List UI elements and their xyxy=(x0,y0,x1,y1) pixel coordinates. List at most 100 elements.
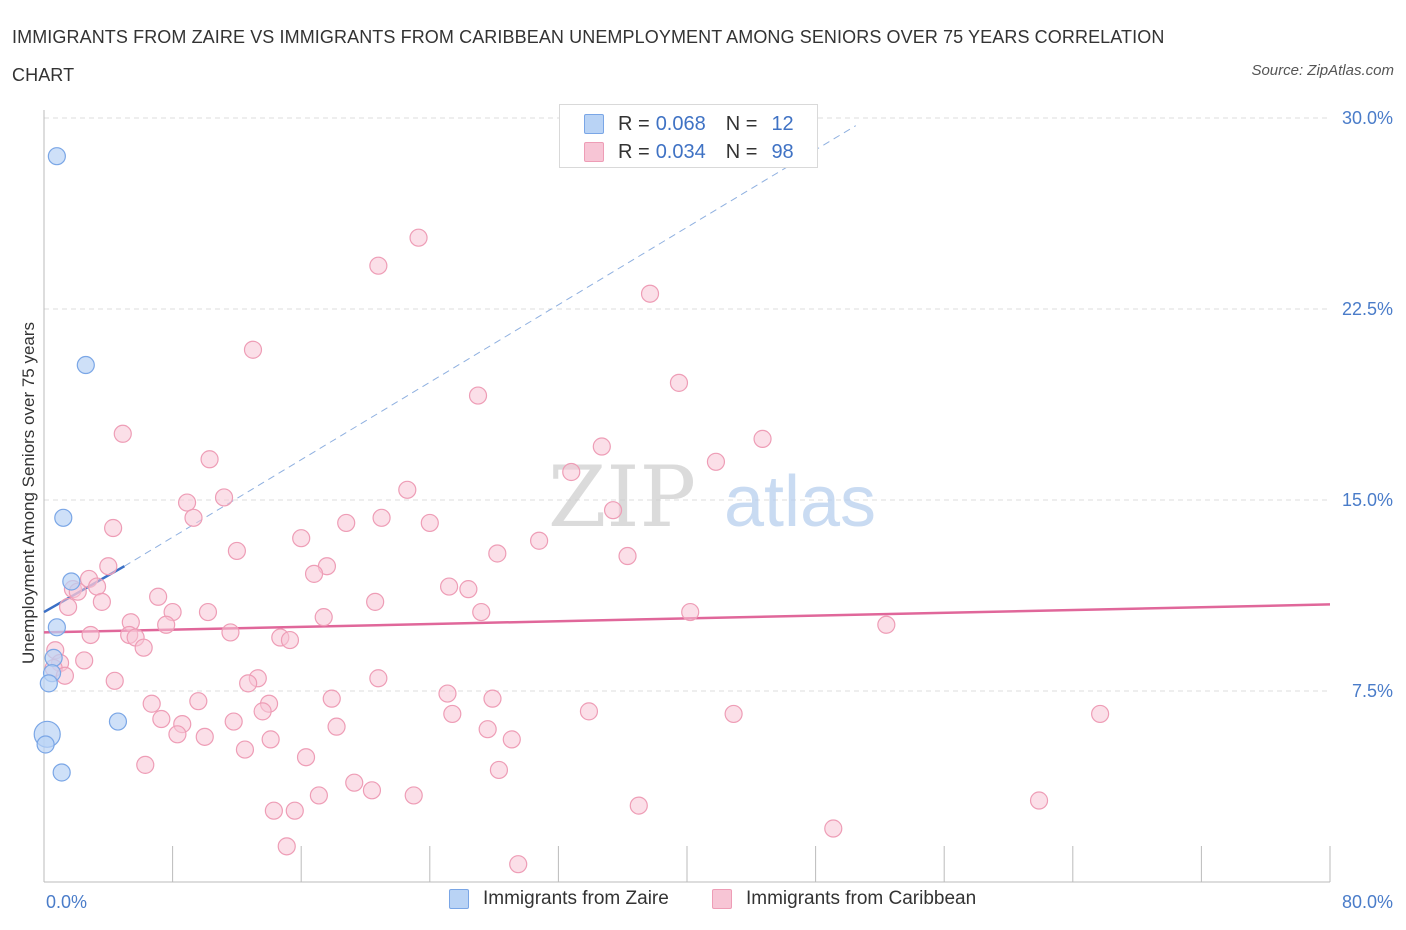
r-value: 0.068 xyxy=(655,112,706,135)
legend-item-caribbean[interactable]: Immigrants from Caribbean xyxy=(712,888,976,910)
caribbean-point xyxy=(221,623,240,642)
caribbean-point xyxy=(136,755,155,774)
caribbean-points xyxy=(44,228,1110,874)
caribbean-point xyxy=(142,694,161,713)
y-axis-title: Unemployment Among Seniors over 75 years xyxy=(19,322,38,664)
caribbean-point xyxy=(459,580,478,599)
caribbean-point xyxy=(113,424,132,443)
n-label: N = xyxy=(725,140,758,163)
caribbean-point xyxy=(309,786,328,805)
caribbean-point xyxy=(345,773,364,792)
zaire-point xyxy=(39,674,58,693)
caribbean-point xyxy=(362,781,382,800)
n-label: N = xyxy=(725,112,758,135)
caribbean-point xyxy=(195,727,214,746)
caribbean-point xyxy=(198,602,218,622)
caribbean-point xyxy=(369,256,388,275)
caribbean-point xyxy=(280,630,300,650)
caribbean-point xyxy=(239,674,258,693)
legend-item-zaire[interactable]: Immigrants from Zaire xyxy=(449,888,669,910)
chart-title: IMMIGRANTS FROM ZAIRE VS IMMIGRANTS FROM… xyxy=(12,27,1165,85)
correlation-legend: R = 0.068 N = 12 R = 0.034 N = 98 xyxy=(559,104,818,168)
caribbean-point xyxy=(409,228,428,247)
caribbean-point xyxy=(243,340,263,359)
y-tick-label: 30.0% xyxy=(1342,108,1393,128)
caribbean-point xyxy=(277,837,296,856)
zaire-point xyxy=(36,735,55,754)
caribbean-point xyxy=(264,801,283,820)
caribbean-point xyxy=(337,513,356,533)
x-tick-label: 0.0% xyxy=(46,892,87,912)
caribbean-point xyxy=(438,684,457,703)
caribbean-point xyxy=(618,546,637,566)
caribbean-point xyxy=(189,692,208,711)
caribbean-point xyxy=(439,577,459,596)
zaire-point xyxy=(47,618,66,637)
caribbean-point xyxy=(592,437,611,456)
caribbean-point xyxy=(753,429,772,448)
legend-row-caribbean: R = 0.034 N = 98 xyxy=(584,139,794,165)
caribbean-point xyxy=(420,513,439,533)
caribbean-point xyxy=(184,508,203,527)
caribbean-point xyxy=(134,638,153,657)
caribbean-point xyxy=(603,501,623,520)
caribbean-point xyxy=(483,689,502,708)
axes xyxy=(43,110,1331,883)
zaire-point xyxy=(62,572,81,591)
series-legend: Immigrants from Zaire Immigrants from Ca… xyxy=(0,888,1406,916)
caribbean-point xyxy=(322,689,341,708)
caribbean-point xyxy=(304,564,324,583)
caribbean-point xyxy=(502,730,521,749)
caribbean-point xyxy=(468,386,488,405)
r-label: R = xyxy=(618,112,650,135)
caribbean-point xyxy=(152,709,171,729)
caribbean-point xyxy=(488,544,507,563)
legend-label-caribbean: Immigrants from Caribbean xyxy=(746,888,977,909)
n-value: 98 xyxy=(771,140,794,163)
caribbean-point xyxy=(200,450,219,469)
zaire-point xyxy=(76,355,95,375)
r-value: 0.034 xyxy=(655,140,706,163)
caribbean-point xyxy=(629,796,648,815)
watermark-atlas: atlas xyxy=(724,462,876,542)
caribbean-point xyxy=(398,480,417,499)
caribbean-swatch xyxy=(712,889,732,909)
caribbean-point xyxy=(669,373,689,392)
caribbean-point xyxy=(562,462,581,482)
caribbean-point xyxy=(706,452,726,471)
y-tick-label: 7.5% xyxy=(1352,681,1393,701)
caribbean-point xyxy=(227,541,246,561)
caribbean-point xyxy=(105,671,124,690)
zaire-swatch xyxy=(449,889,469,909)
caribbean-point xyxy=(366,592,385,611)
caribbean-point xyxy=(81,625,100,645)
caribbean-point xyxy=(327,717,346,736)
caribbean-point xyxy=(369,669,388,688)
caribbean-point xyxy=(87,577,107,596)
legend-label-zaire: Immigrants from Zaire xyxy=(483,888,669,909)
caribbean-point xyxy=(168,725,187,744)
watermark-zip: ZIP xyxy=(548,448,696,546)
caribbean-point xyxy=(292,529,311,548)
zaire-points xyxy=(33,147,128,782)
caribbean-point xyxy=(314,608,333,627)
caribbean-point xyxy=(724,704,743,724)
x-tick-label: 80.0% xyxy=(1342,892,1393,912)
n-value: 12 xyxy=(771,112,794,135)
caribbean-point xyxy=(235,740,255,759)
caribbean-point xyxy=(472,602,491,622)
caribbean-point xyxy=(224,712,243,731)
caribbean-point xyxy=(253,702,272,721)
caribbean-point xyxy=(104,518,123,538)
caribbean-point xyxy=(640,284,660,303)
caribbean-point xyxy=(214,488,234,507)
caribbean-point xyxy=(579,702,599,721)
caribbean-point xyxy=(285,801,304,820)
zaire-point xyxy=(47,147,66,166)
caribbean-point xyxy=(59,597,78,617)
caribbean-point xyxy=(261,730,280,749)
caribbean-point xyxy=(177,493,197,512)
caribbean-point xyxy=(530,531,549,550)
caribbean-point xyxy=(1091,704,1110,724)
caribbean-point xyxy=(149,587,168,606)
